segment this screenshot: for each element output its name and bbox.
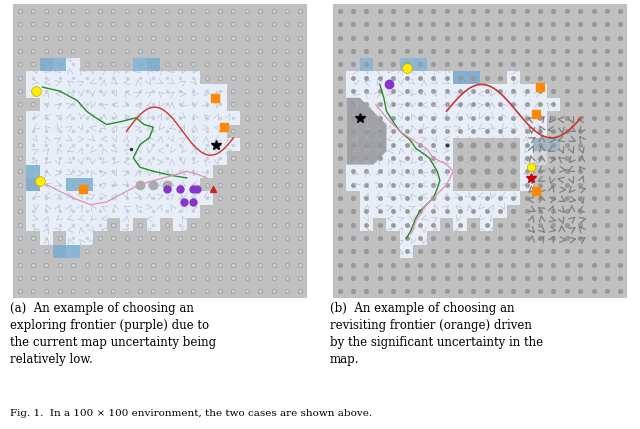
Text: (a)  An example of choosing an
exploring frontier (purple) due to
the current ma: (a) An example of choosing an exploring … bbox=[10, 302, 216, 366]
Bar bbox=[53, 245, 67, 258]
Bar bbox=[53, 58, 67, 71]
Bar bbox=[67, 178, 80, 191]
Polygon shape bbox=[346, 58, 560, 258]
Text: (b)  An example of choosing an
revisiting frontier (orange) driven
by the signif: (b) An example of choosing an revisiting… bbox=[330, 302, 543, 366]
Bar bbox=[547, 138, 560, 151]
Bar bbox=[26, 165, 40, 178]
Bar bbox=[400, 58, 413, 71]
Bar bbox=[80, 178, 93, 191]
Polygon shape bbox=[26, 58, 240, 258]
Polygon shape bbox=[533, 138, 560, 231]
Bar bbox=[360, 58, 373, 71]
Bar bbox=[413, 58, 427, 71]
Bar bbox=[467, 71, 480, 85]
Bar bbox=[453, 71, 467, 85]
Polygon shape bbox=[453, 138, 520, 191]
Polygon shape bbox=[346, 98, 387, 165]
Bar bbox=[40, 58, 53, 71]
Bar bbox=[147, 58, 160, 71]
Text: Fig. 1.  In a 100 × 100 environment, the two cases are shown above.: Fig. 1. In a 100 × 100 environment, the … bbox=[10, 409, 372, 418]
Bar bbox=[26, 178, 40, 191]
Bar bbox=[133, 58, 147, 71]
Bar bbox=[67, 245, 80, 258]
Bar bbox=[533, 138, 547, 151]
